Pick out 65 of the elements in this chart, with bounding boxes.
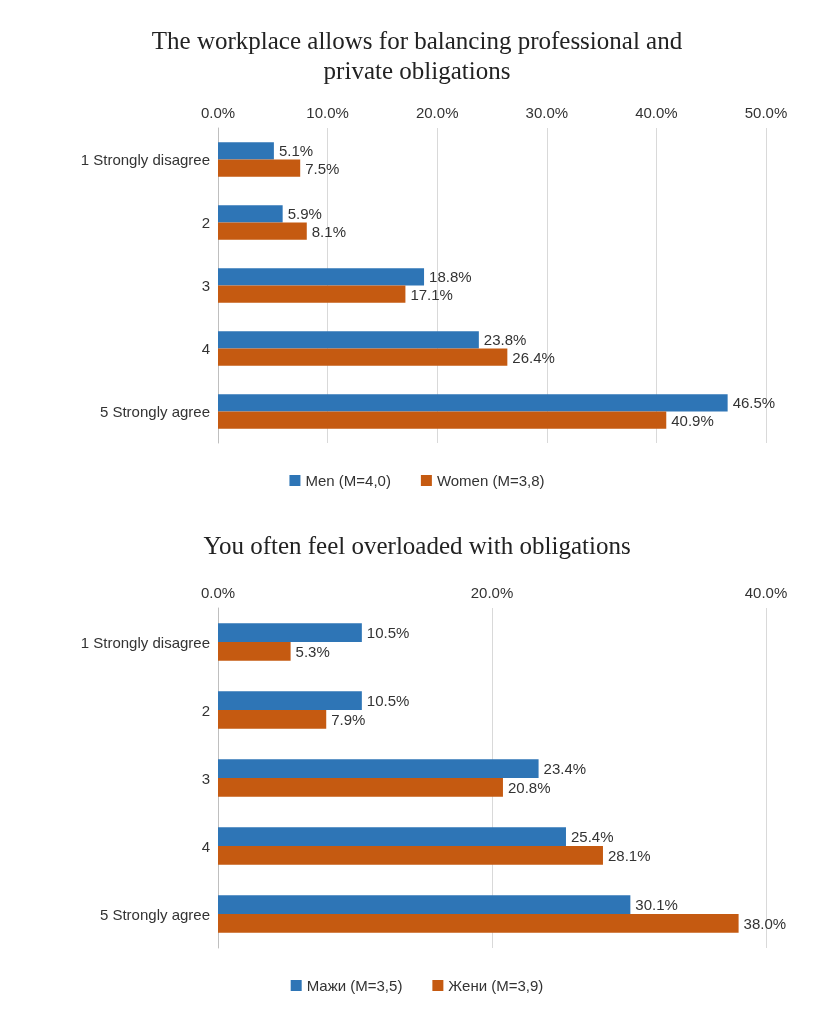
y-tick-label: 1 Strongly disagree — [80, 151, 210, 168]
data-label: 30.1% — [635, 896, 678, 914]
legend-label: Men (M=4,0) — [305, 472, 391, 489]
y-tick-label: 1 Strongly disagree — [80, 633, 210, 651]
data-label: 23.8% — [483, 331, 527, 349]
bar — [218, 710, 327, 729]
x-tick-label: 20.0% — [415, 104, 459, 121]
data-label: 38.0% — [743, 914, 787, 932]
y-tick-label: 5 Strongly agree — [99, 905, 210, 923]
data-label: 40.9% — [671, 411, 714, 429]
x-tick-label: 0.0% — [200, 104, 236, 121]
y-tick-label: 3 — [201, 277, 210, 294]
y-tick-label: 4 — [201, 837, 210, 855]
bar — [218, 285, 406, 303]
legend-label: Мажи (M=3,5) — [306, 977, 403, 994]
y-tick-label: 2 — [201, 701, 210, 719]
bar — [218, 394, 728, 412]
data-label: 17.1% — [410, 285, 453, 303]
y-tick-label: 5 Strongly agree — [99, 403, 210, 420]
bar — [218, 642, 291, 661]
x-tick-label: 50.0% — [744, 104, 788, 121]
bar — [218, 827, 566, 846]
chart-title: You often feel overloaded with obligations — [203, 531, 631, 559]
bar — [218, 778, 503, 797]
y-tick-label: 3 — [201, 769, 210, 787]
y-tick-label: 2 — [201, 214, 210, 231]
bar — [218, 268, 425, 286]
bar — [218, 159, 301, 177]
legend-label: Women (M=3,8) — [436, 472, 545, 489]
data-label: 46.5% — [732, 394, 776, 412]
data-label: 5.1% — [278, 142, 314, 160]
x-tick-label: 20.0% — [470, 584, 514, 601]
bar — [218, 846, 603, 865]
data-label: 10.5% — [366, 624, 410, 642]
bar — [218, 759, 539, 778]
bar — [218, 691, 362, 710]
data-label: 23.4% — [543, 760, 587, 778]
data-label: 26.4% — [512, 348, 555, 366]
x-tick-label: 30.0% — [525, 104, 569, 121]
bar — [218, 142, 274, 160]
data-label: 7.9% — [331, 710, 366, 728]
data-label: 25.4% — [570, 828, 614, 846]
data-label: 20.8% — [507, 778, 551, 796]
bar — [218, 348, 508, 366]
y-tick-label: 4 — [201, 340, 210, 357]
legend-label: Жени (M=3,9) — [448, 977, 544, 994]
bar — [218, 914, 739, 933]
data-label: 10.5% — [366, 692, 410, 710]
x-tick-label: 40.0% — [635, 104, 678, 121]
bar — [218, 331, 479, 349]
bar — [218, 222, 307, 240]
data-label: 8.1% — [311, 222, 346, 240]
bar — [218, 623, 362, 642]
x-tick-label: 0.0% — [200, 584, 236, 601]
x-tick-label: 10.0% — [306, 104, 349, 121]
data-label: 5.3% — [295, 642, 330, 660]
bar — [218, 411, 667, 429]
data-label: 5.9% — [287, 205, 322, 223]
data-label: 28.1% — [607, 846, 651, 864]
data-label: 7.5% — [305, 159, 340, 177]
bar — [218, 895, 631, 914]
x-tick-label: 40.0% — [744, 584, 788, 601]
bar — [218, 205, 283, 223]
chart-title: The workplace allows for balancing professional and private obligations — [151, 26, 683, 84]
data-label: 18.8% — [429, 268, 472, 286]
